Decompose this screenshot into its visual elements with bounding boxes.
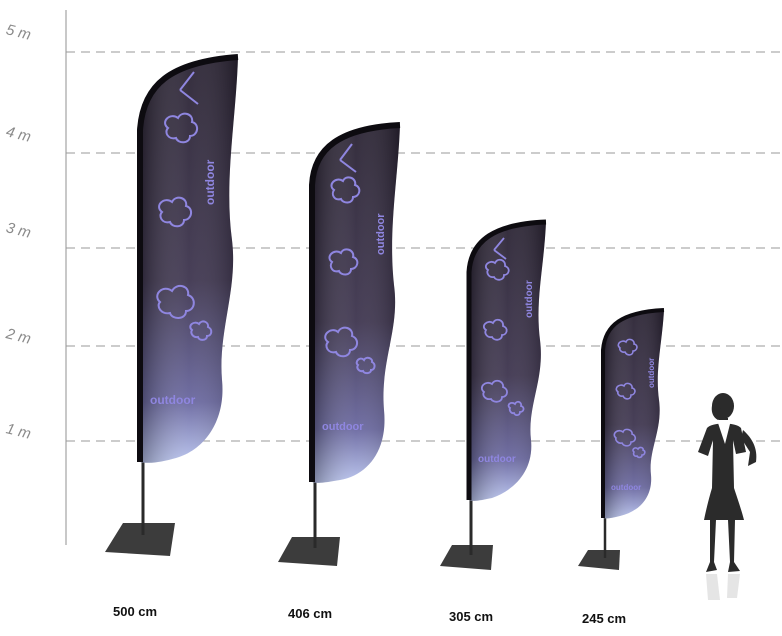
flag-500cm: outdoor outdoor xyxy=(105,54,239,556)
flag-brand-text: outdoor xyxy=(611,483,641,492)
cloud-print xyxy=(156,71,213,341)
flag-brand-text-vertical: outdoor xyxy=(647,358,656,388)
flag-305cm: outdoor outdoor xyxy=(440,219,547,570)
flag-brand-text-vertical: outdoor xyxy=(524,280,535,318)
flag-size-label-500cm: 500 cm xyxy=(113,604,158,619)
flag-brand-text: outdoor xyxy=(322,421,364,433)
flag-size-label-305cm: 305 cm xyxy=(449,609,494,624)
woman-silhouette-icon xyxy=(698,393,757,572)
flag-406cm: outdoor outdoor xyxy=(278,122,401,566)
flag-245cm: outdoor outdoor xyxy=(578,308,665,570)
flag-size-label-245cm: 245 cm xyxy=(582,611,627,626)
flag-brand-text: outdoor xyxy=(150,393,196,407)
flag-size-label-406cm: 406 cm xyxy=(288,606,333,621)
flag-brand-text-vertical: outdoor xyxy=(203,159,217,205)
flag-base xyxy=(578,550,620,570)
flag-brand-text-vertical: outdoor xyxy=(375,213,387,255)
flag-brand-text: outdoor xyxy=(478,454,516,465)
flag-base xyxy=(278,537,340,566)
flag-base xyxy=(440,545,493,570)
flag-base xyxy=(105,523,175,556)
